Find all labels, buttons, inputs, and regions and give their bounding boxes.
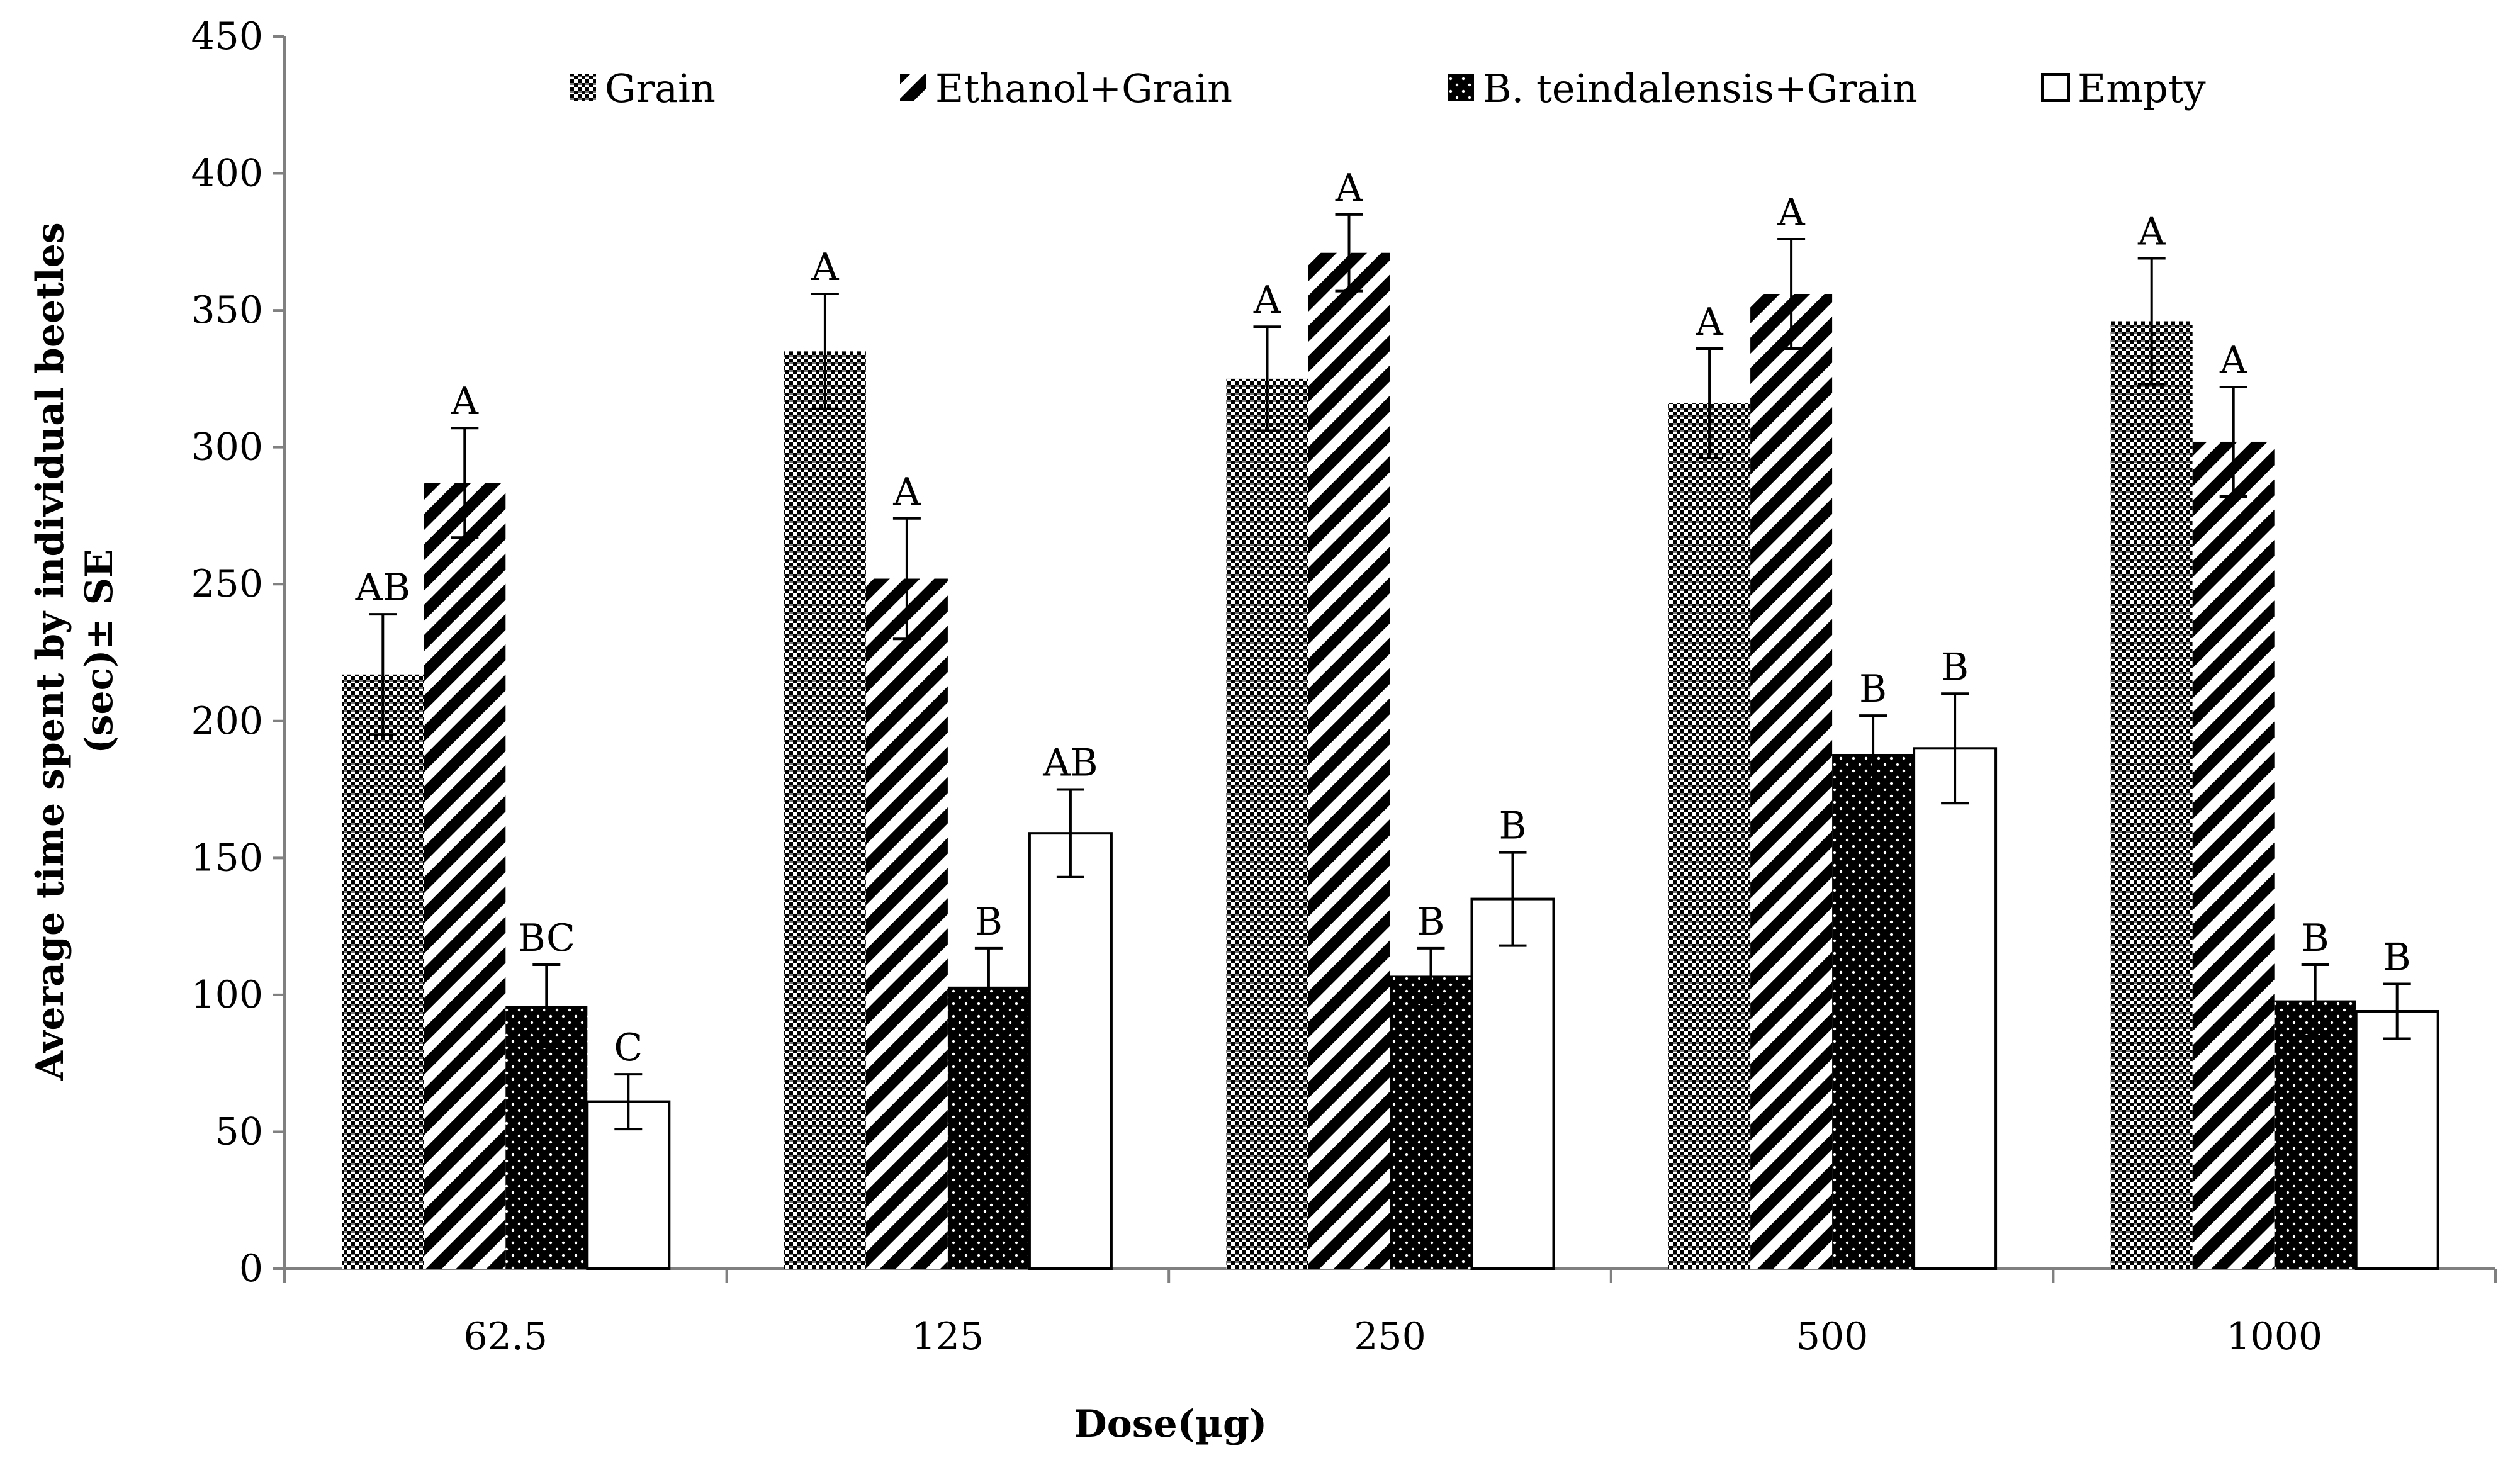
bar bbox=[2274, 1000, 2356, 1269]
bar bbox=[342, 674, 424, 1269]
significance-label: B bbox=[2302, 916, 2329, 960]
significance-label: A bbox=[811, 245, 839, 289]
significance-label: A bbox=[2219, 339, 2247, 383]
significance-label: B bbox=[1859, 667, 1887, 711]
legend-swatch bbox=[570, 74, 596, 101]
x-tick-label: 62.5 bbox=[464, 1315, 548, 1359]
y-tick-label: 200 bbox=[191, 699, 263, 743]
error-bars-group bbox=[369, 213, 2411, 1131]
bar bbox=[2354, 1009, 2439, 1271]
y-tick-label: 350 bbox=[191, 288, 263, 332]
bar bbox=[1028, 832, 1113, 1270]
y-tick-label: 450 bbox=[191, 14, 263, 59]
significance-label: B bbox=[975, 900, 1003, 944]
bar bbox=[505, 1006, 588, 1269]
bar bbox=[865, 578, 948, 1269]
y-tick-label: 100 bbox=[191, 973, 263, 1017]
significance-label: B bbox=[2383, 935, 2411, 979]
y-tick-label: 250 bbox=[191, 562, 263, 606]
bar bbox=[1390, 975, 1472, 1269]
y-tick-label: 50 bbox=[215, 1109, 263, 1153]
x-axis-ticks: 62.5 125 250 500 1000 bbox=[283, 1269, 2497, 1359]
legend-swatch bbox=[2041, 73, 2070, 102]
significance-label: AB bbox=[1042, 741, 1098, 785]
significance-label: A bbox=[2137, 210, 2166, 254]
significance-label: C bbox=[614, 1026, 643, 1070]
significance-label: B bbox=[1499, 804, 1526, 848]
bar bbox=[1308, 252, 1390, 1269]
y-tick-label: 150 bbox=[191, 836, 263, 880]
legend-label: Ethanol+Grain bbox=[935, 65, 1232, 111]
bar bbox=[1226, 378, 1308, 1269]
significance-label: A bbox=[1253, 278, 1281, 322]
y-axis-title-line1: Average time spent by individual beetles bbox=[28, 222, 72, 1081]
legend-label: Empty bbox=[2078, 65, 2206, 111]
x-tick-label: 250 bbox=[1354, 1315, 1426, 1359]
y-tick-label: 400 bbox=[191, 152, 263, 196]
significance-label: BC bbox=[518, 916, 575, 960]
significance-label: B bbox=[1417, 900, 1444, 944]
bar bbox=[424, 483, 506, 1269]
significance-label: A bbox=[1335, 166, 1363, 210]
bar bbox=[947, 986, 1030, 1269]
legend-swatch bbox=[1448, 74, 1474, 101]
bar bbox=[1470, 897, 1555, 1270]
bar bbox=[1913, 747, 1998, 1271]
bar bbox=[1750, 294, 1833, 1269]
bar bbox=[784, 351, 866, 1269]
y-tick-label: 0 bbox=[239, 1247, 263, 1291]
bar bbox=[2110, 321, 2193, 1269]
bar bbox=[1668, 403, 1751, 1269]
x-axis-title: Dose(µg) bbox=[1074, 1402, 1268, 1446]
significance-label: A bbox=[451, 379, 479, 424]
legend: Grain Ethanol+Grain B. teindalensis+Grain E… bbox=[570, 65, 2206, 111]
bars-group bbox=[342, 252, 2439, 1271]
bar bbox=[1832, 753, 1915, 1269]
significance-label: B bbox=[1941, 645, 1969, 689]
significance-label: A bbox=[1777, 191, 1805, 235]
legend-label: Grain bbox=[605, 65, 716, 111]
significance-label: AB bbox=[355, 566, 410, 610]
y-axis-title-line2: (sec)± SE bbox=[77, 549, 121, 754]
y-tick-label: 300 bbox=[191, 425, 263, 469]
x-tick-label: 500 bbox=[1796, 1315, 1869, 1359]
legend-swatch bbox=[900, 74, 926, 101]
significance-label: A bbox=[1695, 300, 1723, 344]
y-axis-ticks: 0 50 100 150 200 250 300 350 400 450 bbox=[191, 14, 284, 1291]
significance-label: A bbox=[892, 470, 921, 514]
bar bbox=[2192, 441, 2275, 1269]
x-tick-label: 1000 bbox=[2226, 1315, 2322, 1359]
legend-label: B. teindalensis+Grain bbox=[1483, 65, 1918, 111]
x-tick-label: 125 bbox=[912, 1315, 984, 1359]
